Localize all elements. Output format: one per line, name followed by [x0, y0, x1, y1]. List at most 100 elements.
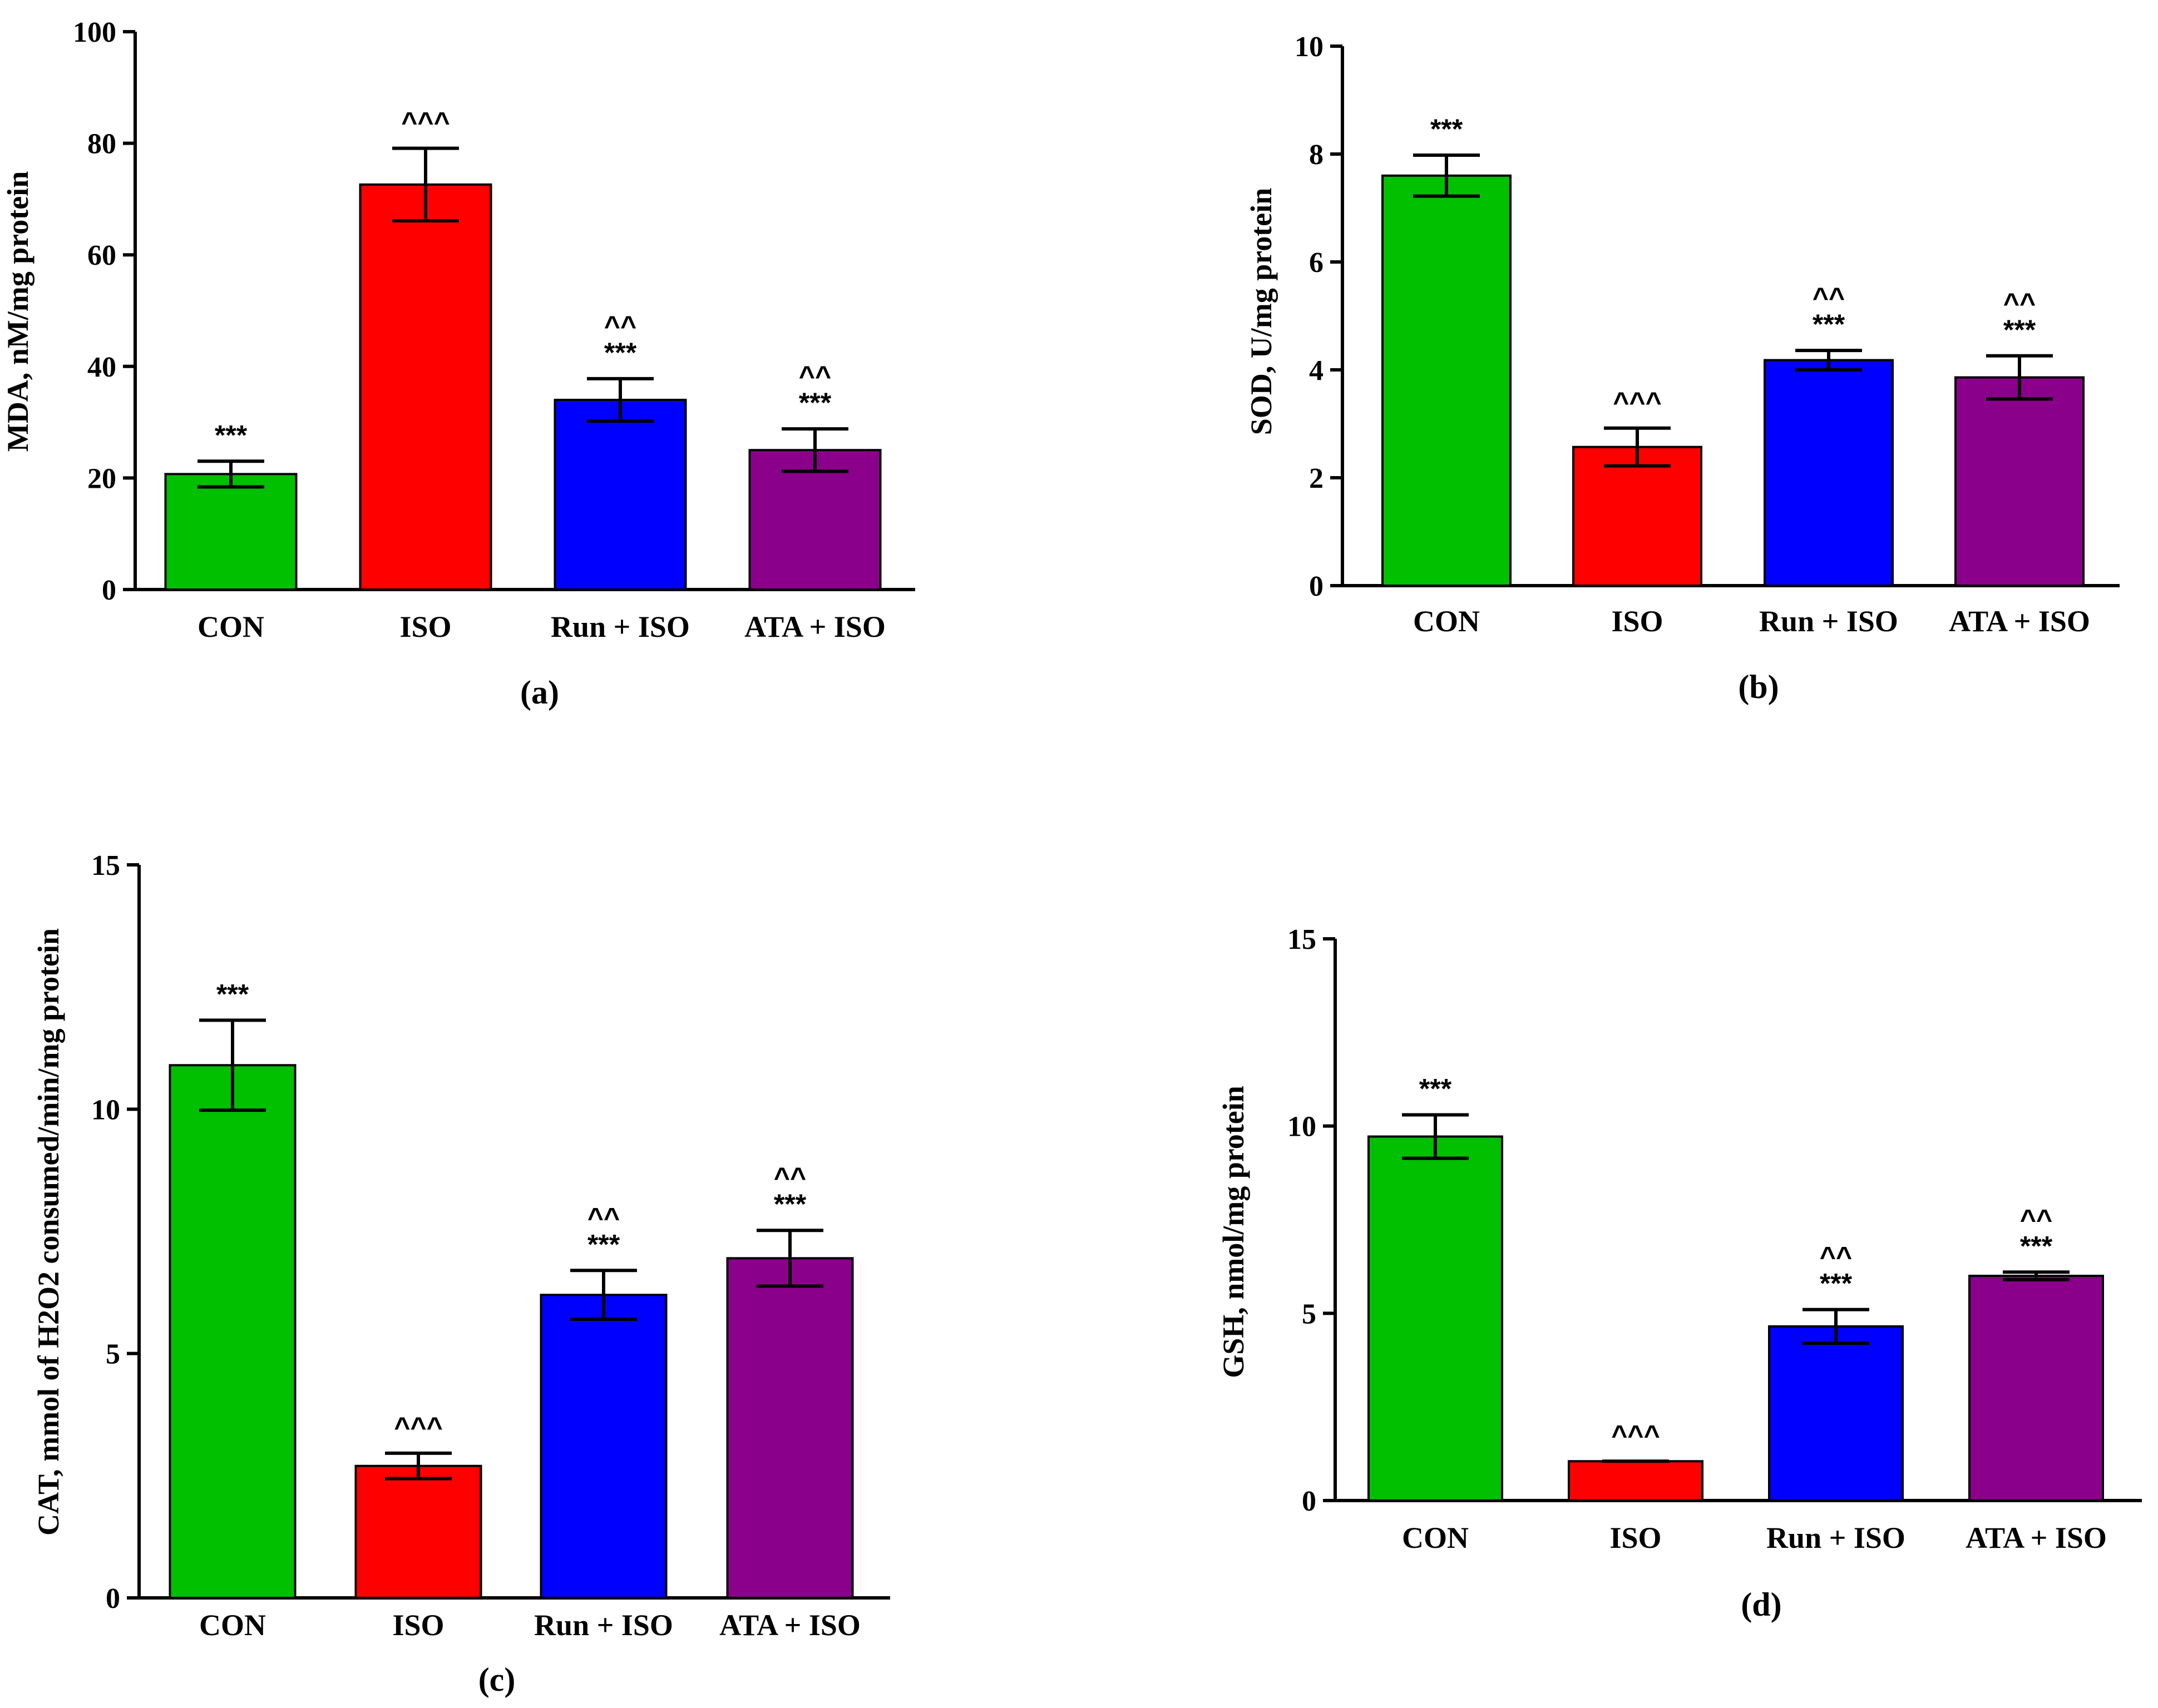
- error-bar: [1795, 349, 1862, 372]
- error-bar: [2003, 1270, 2070, 1281]
- y-tick-label: 10: [1295, 31, 1324, 63]
- y-tick-label: 20: [87, 463, 116, 494]
- y-tick-label: 15: [1287, 924, 1316, 956]
- significance-marker: ***: [587, 1229, 620, 1260]
- significance-marker: ^^: [604, 310, 636, 341]
- error-bar: [199, 1018, 266, 1112]
- error-bar: [1986, 354, 2053, 401]
- significance-marker: ***: [215, 419, 248, 450]
- significance-marker: ***: [774, 1189, 807, 1220]
- significance-marker: ^^: [1813, 282, 1845, 313]
- y-tick-label: 0: [106, 1583, 120, 1615]
- y-tick-label: 5: [106, 1339, 120, 1370]
- x-tick-label: ATA + ISO: [744, 610, 886, 643]
- x-tick-label: Run + ISO: [534, 1608, 673, 1642]
- panel-label: (d): [1741, 1586, 1781, 1623]
- y-tick-label: 8: [1309, 139, 1324, 171]
- significance-marker: ^^^: [1613, 387, 1662, 418]
- bar-run-iso: [554, 398, 687, 591]
- x-tick-label: CON: [197, 610, 264, 643]
- panel-label: (b): [1738, 669, 1779, 705]
- significance-marker: ***: [604, 337, 637, 368]
- y-axis-label: GSH, nmol/mg protein: [1217, 1086, 1250, 1378]
- bar-con: [1367, 1135, 1503, 1502]
- chart-panel-1: 0 20 40 60 80 100 MDA, nM/mg protein *** CON ^^^ I…: [1, 17, 915, 711]
- significance-marker: ***: [799, 387, 832, 418]
- bar-run-iso: [1768, 1325, 1904, 1502]
- y-tick-label: 2: [1309, 463, 1324, 494]
- bar-con: [169, 1064, 297, 1599]
- x-tick-label: ISO: [392, 1608, 444, 1642]
- x-tick-label: CON: [1413, 605, 1480, 638]
- y-tick-label: 0: [1302, 1486, 1316, 1517]
- x-tick-label: CON: [1402, 1521, 1469, 1554]
- y-tick-label: 4: [1309, 355, 1324, 387]
- significance-marker: ^^^: [1611, 1419, 1660, 1450]
- error-bar: [1604, 426, 1671, 468]
- x-tick-label: ATA + ISO: [719, 1608, 861, 1642]
- bar-iso: [1568, 1460, 1703, 1502]
- x-tick-label: Run + ISO: [1766, 1521, 1905, 1554]
- error-bar: [570, 1269, 637, 1321]
- significance-marker: ^^^: [394, 1412, 443, 1443]
- error-bar: [1402, 1113, 1469, 1160]
- y-axis-label: SOD, U/mg protein: [1245, 188, 1278, 435]
- x-tick-label: Run + ISO: [1759, 605, 1898, 638]
- error-bar: [1803, 1308, 1869, 1345]
- y-tick-label: 6: [1309, 247, 1324, 279]
- bar-con: [1381, 174, 1512, 587]
- bar-run-iso: [540, 1294, 668, 1599]
- error-bar: [757, 1229, 823, 1288]
- error-bar: [1413, 153, 1480, 198]
- bar-ata-iso: [748, 449, 882, 591]
- chart-panel-3: 0 5 10 15 CAT, mmol of H2O2 consumed/min/mg …: [32, 850, 890, 1698]
- y-tick-label: 60: [87, 240, 116, 271]
- panel-label: (c): [478, 1661, 516, 1698]
- significance-marker: ***: [2003, 314, 2036, 345]
- bar-ata-iso: [1968, 1275, 2104, 1502]
- error-bar: [782, 427, 848, 473]
- significance-marker: ^^^: [401, 107, 450, 138]
- bar-ata-iso: [726, 1257, 854, 1599]
- error-bar: [197, 459, 264, 489]
- significance-marker: ^^: [799, 360, 831, 392]
- bar-iso: [354, 1464, 482, 1600]
- y-tick-label: 15: [91, 850, 120, 882]
- significance-marker: ^^: [1820, 1241, 1852, 1273]
- bar-run-iso: [1764, 359, 1894, 587]
- y-tick-label: 10: [91, 1094, 120, 1126]
- chart-panel-4: 0 5 10 15 GSH, nmol/mg protein *** CON ^^^ ISO **…: [1217, 924, 2142, 1623]
- y-tick-label: 80: [87, 128, 116, 160]
- error-bar: [385, 1451, 452, 1481]
- significance-marker: ***: [1820, 1268, 1853, 1299]
- significance-marker: ^^: [2020, 1204, 2052, 1235]
- error-bar: [587, 377, 654, 423]
- y-axis-label: MDA, nM/mg protein: [1, 171, 34, 452]
- x-tick-label: ATA + ISO: [1966, 1521, 2107, 1554]
- x-tick-label: ISO: [399, 610, 451, 643]
- error-bar: [392, 146, 459, 223]
- x-tick-label: Run + ISO: [551, 610, 690, 643]
- x-tick-label: ISO: [1611, 605, 1663, 638]
- panel-label: (a): [520, 674, 559, 711]
- significance-marker: ***: [1813, 309, 1845, 340]
- bar-iso: [1572, 445, 1702, 587]
- bar-con: [164, 473, 298, 591]
- y-axis-label: CAT, mmol of H2O2 consumed/min/mg protei…: [32, 928, 65, 1536]
- x-tick-label: CON: [199, 1608, 266, 1642]
- y-tick-label: 40: [87, 351, 116, 383]
- y-tick-label: 0: [102, 575, 116, 606]
- significance-marker: ^^: [774, 1162, 806, 1193]
- significance-marker: ***: [1419, 1073, 1452, 1104]
- y-tick-label: 0: [1309, 571, 1324, 602]
- significance-marker: ^^: [2003, 288, 2036, 319]
- y-tick-label: 5: [1302, 1298, 1316, 1330]
- y-tick-label: 100: [73, 17, 116, 48]
- significance-marker: ***: [1430, 113, 1463, 145]
- significance-marker: ^^: [587, 1202, 620, 1233]
- significance-marker: ***: [216, 978, 249, 1009]
- x-tick-label: ATA + ISO: [1949, 605, 2090, 638]
- bar-iso: [359, 183, 492, 591]
